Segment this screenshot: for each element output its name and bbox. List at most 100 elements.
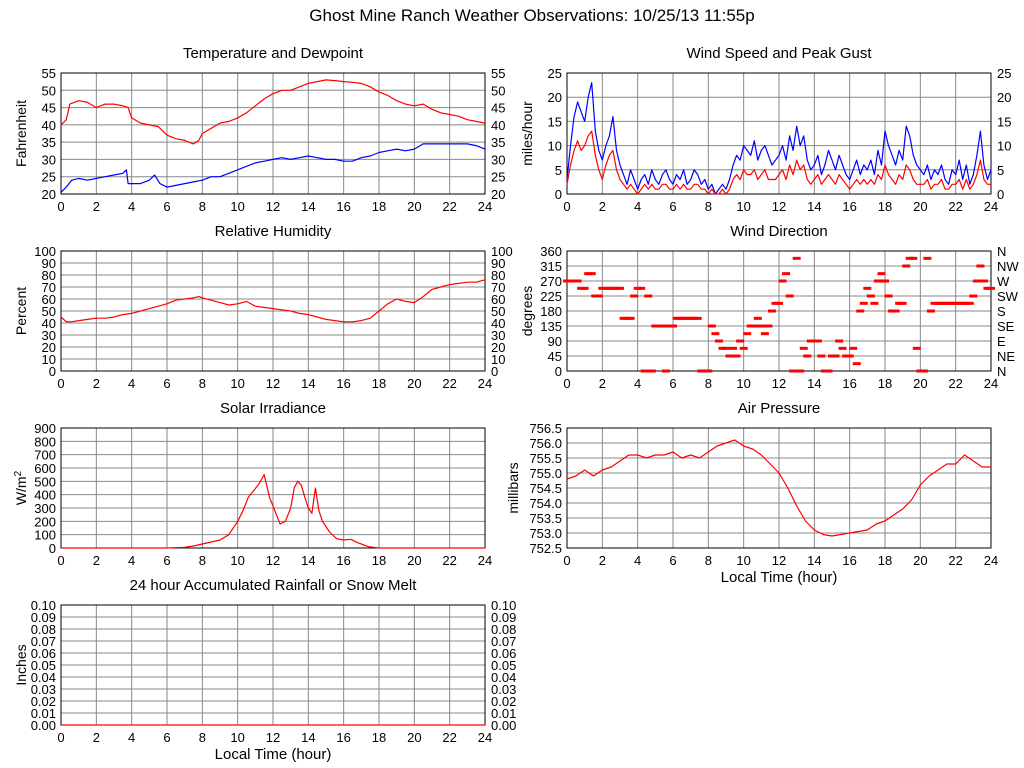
- data-point: [835, 339, 844, 343]
- data-point: [616, 286, 624, 290]
- data-point: [729, 346, 738, 350]
- data-point: [923, 256, 932, 260]
- data-point: [647, 369, 656, 373]
- x-tick-label: 20: [407, 553, 421, 568]
- y-tick-label-right: 0: [997, 187, 1004, 202]
- y-tick-label: 10: [42, 352, 56, 367]
- chart-title: Temperature and Dewpoint: [183, 45, 364, 62]
- y-tick-label: 180: [540, 304, 562, 319]
- y-tick-label-right: 0.08: [491, 622, 516, 637]
- x-tick-label: 0: [57, 553, 64, 568]
- y-tick-label-right: 30: [491, 152, 505, 167]
- y-tick-label: 756.0: [529, 436, 562, 451]
- y-tick-label-right: 0.00: [491, 718, 516, 733]
- data-point: [693, 316, 702, 320]
- x-tick-label: 14: [301, 553, 315, 568]
- y-tick-label: 0.08: [31, 622, 56, 637]
- x-tick-label: 4: [634, 199, 641, 214]
- data-point: [852, 362, 861, 366]
- x-tick-label: 6: [669, 376, 676, 391]
- x-tick-label: 0: [563, 199, 570, 214]
- x-axis-label: Local Time (hour): [721, 569, 838, 586]
- x-tick-label: 18: [878, 199, 892, 214]
- y-axis-label: miles/hour: [519, 101, 535, 166]
- y-tick-label-right: 0.06: [491, 646, 516, 661]
- x-tick-label: 12: [266, 199, 280, 214]
- data-point: [775, 301, 783, 305]
- x-tick-label: 6: [163, 553, 170, 568]
- data-point: [824, 369, 833, 373]
- y-tick-label: 754.5: [529, 481, 562, 496]
- y-tick-label: 753.5: [529, 511, 562, 526]
- y-tick-label-right: 55: [491, 66, 505, 81]
- y-tick-label-right: 0.03: [491, 682, 516, 697]
- chart-title: Solar Irradiance: [220, 400, 326, 417]
- data-point: [732, 354, 741, 358]
- data-point: [736, 339, 745, 343]
- y-tick-label-right: 25: [997, 66, 1011, 81]
- x-tick-label: 18: [372, 376, 386, 391]
- data-point: [849, 346, 858, 350]
- x-tick-label: 4: [634, 553, 641, 568]
- y-tick-label-right: 90: [491, 256, 505, 271]
- y-tick-label-right: S: [997, 304, 1006, 319]
- x-tick-label: 8: [705, 553, 712, 568]
- series-line-0: [60, 79, 486, 145]
- y-tick-label-right: 50: [491, 83, 505, 98]
- y-tick-label-right: 40: [491, 118, 505, 133]
- x-tick-label: 20: [407, 376, 421, 391]
- data-point: [778, 279, 787, 283]
- y-tick-label: 200: [34, 514, 56, 529]
- y-tick-label-right: 80: [491, 268, 505, 283]
- y-tick-label: 35: [42, 135, 56, 150]
- y-tick-label: 0.00: [31, 718, 56, 733]
- y-tick-label: 135: [540, 319, 562, 334]
- y-tick-label-right: 20: [491, 340, 505, 355]
- y-tick-label-right: NW: [997, 259, 1019, 274]
- data-point: [707, 324, 716, 328]
- x-tick-label: 8: [705, 376, 712, 391]
- x-tick-label: 22: [442, 730, 456, 745]
- y-tick-label: 30: [42, 328, 56, 343]
- y-tick-label-right: 0.09: [491, 610, 516, 625]
- x-tick-label: 16: [842, 199, 856, 214]
- y-tick-label-right: 10: [997, 139, 1011, 154]
- y-tick-label-right: 0.02: [491, 694, 516, 709]
- data-point: [859, 301, 868, 305]
- y-tick-label-right: 70: [491, 280, 505, 295]
- x-tick-label: 18: [878, 553, 892, 568]
- y-tick-label: 0: [555, 364, 562, 379]
- data-point: [640, 369, 649, 373]
- chart-title: Wind Speed and Peak Gust: [686, 45, 872, 62]
- data-point: [792, 256, 801, 260]
- y-tick-label: 900: [34, 421, 56, 436]
- x-axis-label: Local Time (hour): [215, 746, 332, 763]
- data-point: [739, 346, 748, 350]
- data-point: [630, 294, 639, 298]
- x-tick-label: 6: [163, 199, 170, 214]
- data-point: [866, 294, 875, 298]
- x-tick-label: 10: [230, 199, 244, 214]
- y-tick-label-right: 15: [997, 114, 1011, 129]
- y-tick-label-right: 0: [491, 364, 498, 379]
- x-tick-label: 14: [807, 553, 821, 568]
- x-tick-label: 10: [230, 553, 244, 568]
- plot-frame: [566, 250, 992, 372]
- y-tick-label-right: 40: [491, 316, 505, 331]
- x-tick-label: 12: [772, 199, 786, 214]
- y-tick-label-right: 5: [997, 163, 1004, 178]
- x-tick-label: 20: [407, 199, 421, 214]
- plot-frame: [60, 427, 486, 549]
- y-tick-label-right: 45: [491, 101, 505, 116]
- x-tick-label: 8: [705, 199, 712, 214]
- y-tick-label-right: 60: [491, 292, 505, 307]
- data-point: [803, 354, 812, 358]
- x-tick-label: 12: [266, 553, 280, 568]
- data-point: [987, 286, 995, 290]
- x-tick-label: 10: [230, 730, 244, 745]
- x-tick-label: 20: [407, 730, 421, 745]
- series-line-0: [566, 439, 991, 537]
